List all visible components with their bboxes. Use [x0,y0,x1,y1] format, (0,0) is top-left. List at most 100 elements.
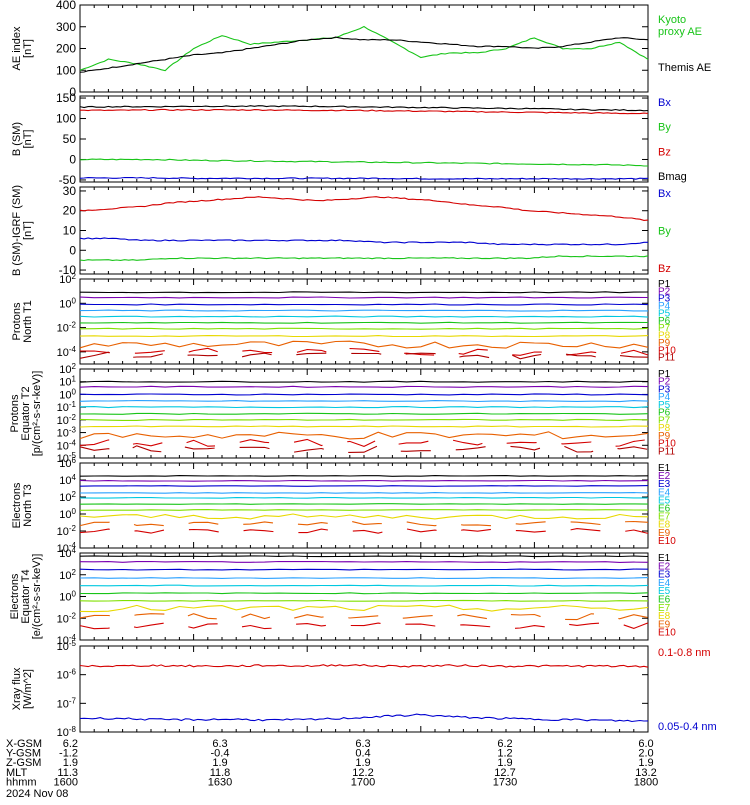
y-tick-label: 10-4 [57,633,77,647]
series-line-p8 [79,335,649,338]
footer-value: 1700 [351,776,375,788]
panel-8 [79,645,649,733]
series-line-e1 [79,555,649,558]
y-axis-label: B (SM)-IGRF (SM) [11,185,23,276]
legend-entry: P5 [658,400,671,411]
legend-entry: E6 [658,595,671,606]
series-line-e3 [79,485,649,487]
y-axis-label: Electrons [9,573,21,619]
legend-entry: Themis AE [658,62,711,74]
y-axis-label: [nT] [22,130,34,149]
y-tick-label: 10-2 [57,611,77,625]
series-line-e2 [79,560,649,563]
legend-entry: 0.05-0.4 nm [658,721,717,733]
legend-entry: Bx [658,188,671,200]
y-tick-label: 102 [59,272,76,286]
y-axis-label: Xray flux [11,667,23,710]
legend-entry: P3 [658,294,671,305]
y-tick-label: 100 [59,507,76,521]
series-line-p2 [79,296,649,299]
y-tick-label: 101 [59,375,76,389]
y-tick-label: -10 [59,263,77,277]
footer-value: 11.3 [57,767,78,779]
legend-entry: P11 [658,353,675,364]
series-line-bmag [79,105,649,112]
footer-value: -0.4 [211,748,230,760]
series-line-0-1-0-8-nm [79,664,649,668]
legend-entry: E1 [658,553,671,564]
footer-value: 12.7 [494,767,515,779]
panel-7 [79,552,649,641]
panel-4 [79,278,649,365]
legend-entry: E9 [658,528,671,539]
series-line-by [79,255,649,262]
y-axis-label: Electrons [11,482,23,528]
legend-entry: E9 [658,619,671,630]
legend-entry: P4 [658,392,671,403]
y-tick-label: 100 [59,590,76,604]
series-line-p6 [79,321,649,324]
legend-entry: P4 [658,301,671,312]
legend-entry: Bx [658,97,671,109]
y-tick-label: 102 [59,568,76,582]
series-line-p4 [79,309,648,312]
legend-entry: P11 [658,446,675,457]
legend-entry: proxy AE [658,26,702,38]
y-tick-label: 102 [59,490,76,504]
y-tick-label: 104 [59,473,76,487]
footer-value: 2.0 [638,748,653,760]
footer-value: -1.2 [59,748,78,760]
series-line-p2 [79,385,649,388]
series-line-e9 [79,613,649,621]
legend-entry: E1 [658,463,671,474]
series-line-p7 [79,418,649,421]
y-tick-label: 10-3 [57,426,77,440]
footer-value: 6.3 [355,738,370,750]
legend-entry: E6 [658,504,671,515]
footer-value: 1.9 [212,757,227,769]
footer-value: 6.0 [638,738,653,750]
legend-entry: By [658,122,671,134]
series-line-e4 [79,492,649,494]
y-axis-label: [p/(cm²-s-sr-keV)] [31,371,43,457]
y-tick-label: 10-8 [57,725,77,739]
series-line-bx [79,176,649,180]
footer-value: 1600 [54,776,78,788]
y-tick-label: 104 [59,546,76,560]
footer-value: 6.2 [497,738,512,750]
series-line-e6 [79,503,649,505]
legend-entry: Bz [658,146,671,158]
y-tick-label: 10-4 [57,438,77,452]
footer-row-label: Y-GSM [6,748,41,760]
legend-entry: E3 [658,479,671,490]
y-tick-label: 30 [63,184,77,198]
legend-entry: E4 [658,578,671,589]
series-line-e8 [79,513,649,520]
series-line-p9 [79,340,649,349]
legend-entry: E8 [658,520,671,531]
series-line-p7 [79,327,649,330]
series-line-e3 [79,568,649,571]
legend-entry: P2 [658,377,671,388]
y-tick-label: 10 [63,224,77,238]
y-tick-label: 400 [56,0,76,12]
legend-entry: 0.1-0.8 nm [658,647,711,659]
footer-value: 1.9 [63,757,78,769]
footer-date: 2024 Nov 08 [6,788,68,800]
legend-entry: P6 [658,408,671,419]
y-tick-label: 10-4 [57,541,77,555]
legend-entry: By [658,226,671,238]
panel-frame [79,552,649,641]
legend-entry: P5 [658,308,671,319]
y-tick-label: 100 [59,387,76,401]
footer-value: 1630 [208,776,232,788]
legend-entry: P9 [658,338,671,349]
y-axis-label: B (SM) [11,122,23,156]
legend-entry: P10 [658,345,676,356]
legend-entry: P8 [658,331,671,342]
legend-entry: E10 [658,628,676,639]
y-axis-label: North T1 [22,300,34,343]
series-line-0-05-0-4-nm [79,713,649,723]
footer-value: 6.3 [212,738,227,750]
